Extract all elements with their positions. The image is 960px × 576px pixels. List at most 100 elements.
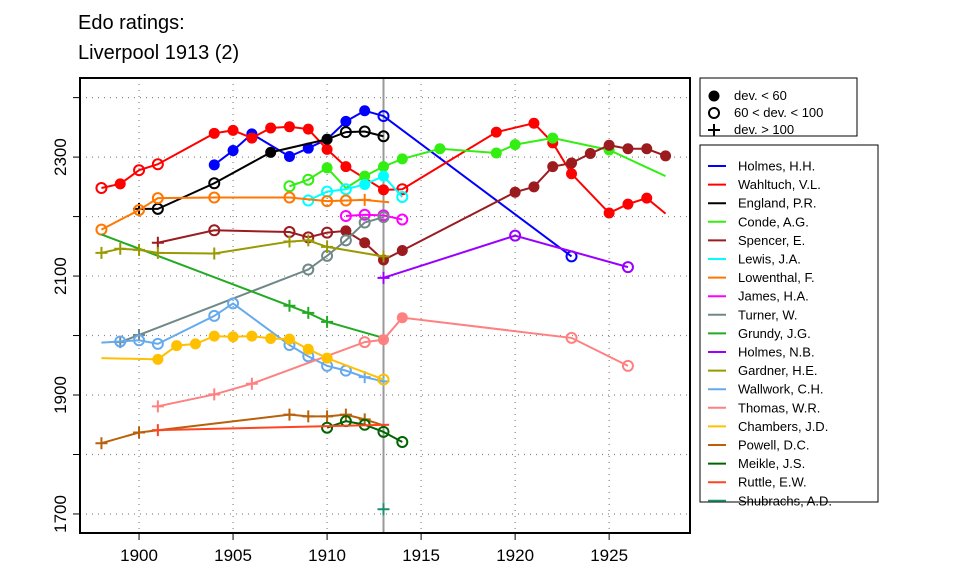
plus-point: [283, 235, 296, 248]
plus-point: [302, 234, 315, 247]
open-point: [208, 309, 221, 322]
filled-point: [359, 170, 371, 182]
plus-point: [95, 437, 108, 450]
series-line: [383, 234, 629, 279]
filled-point: [227, 145, 239, 157]
legend-label: Shubrachs, A.D.: [738, 493, 832, 508]
open-point: [321, 421, 334, 434]
legend-label: Thomas, W.R.: [738, 400, 820, 415]
x-tick-label: 1915: [402, 546, 440, 565]
filled-point: [302, 123, 314, 135]
series-line: [157, 423, 390, 432]
open-point: [339, 194, 352, 207]
plus-point: [358, 193, 371, 206]
open-point: [151, 337, 164, 350]
series-grundy-j-g: [101, 233, 384, 339]
legend-label: Spencer, E.: [738, 233, 805, 248]
open-point: [339, 183, 352, 196]
marker-legend-label: dev. < 60: [734, 88, 787, 103]
plus-point: [283, 299, 296, 312]
open-point: [377, 211, 390, 224]
open-point: [339, 234, 352, 247]
series-conde-a-g: [283, 132, 666, 193]
legend-label: Chambers, J.D.: [738, 419, 828, 434]
open-point: [565, 331, 578, 344]
filled-point: [321, 143, 333, 155]
filled-point: [603, 207, 615, 219]
open-point: [339, 126, 352, 139]
plus-point: [302, 410, 315, 423]
legend-label: Gardner, H.E.: [738, 363, 817, 378]
open-point: [621, 261, 634, 274]
filled-point: [528, 181, 540, 193]
open-point: [114, 335, 127, 348]
open-point: [133, 334, 146, 347]
series-line: [345, 213, 403, 221]
series-line: [139, 130, 384, 210]
series-line: [326, 420, 403, 443]
open-point: [339, 209, 352, 222]
filled-point: [227, 124, 239, 136]
x-tick-label: 1910: [308, 546, 346, 565]
filled-point: [641, 192, 653, 204]
filled-point: [359, 178, 371, 190]
filled-point: [283, 121, 295, 133]
plus-point: [208, 388, 221, 401]
filled-point: [622, 143, 634, 155]
filled-point: [321, 352, 333, 364]
legend-label: James, H.A.: [738, 289, 809, 304]
filled-point: [152, 353, 164, 365]
plus-point: [377, 250, 390, 263]
open-point: [283, 191, 296, 204]
open-point: [95, 182, 108, 195]
open-point: [509, 229, 522, 242]
legend-label: Powell, D.C.: [738, 438, 810, 453]
y-tick-label: 1700: [51, 495, 70, 533]
filled-point: [321, 133, 333, 145]
marker-legend-label: dev. > 100: [734, 122, 794, 137]
x-tick-label: 1920: [496, 546, 534, 565]
filled-point: [377, 184, 389, 196]
legend-label: Meikle, J.S.: [738, 456, 805, 471]
open-point: [133, 204, 146, 217]
y-tick-label: 2300: [51, 138, 70, 176]
filled-point: [509, 186, 521, 198]
filled-point: [641, 143, 653, 155]
open-point: [151, 192, 164, 205]
filled-point: [490, 147, 502, 159]
marker-legend: dev. < 60 60 < dev. < 100 dev. > 100: [699, 77, 858, 137]
filled-point: [396, 244, 408, 256]
chart-title-line-1: Edo ratings:: [78, 12, 185, 34]
legend-label: Lowenthal, F.: [738, 270, 815, 285]
filled-point: [708, 90, 720, 102]
filled-point: [377, 161, 389, 173]
filled-point: [208, 330, 220, 342]
legend-label: Wallwork, C.H.: [738, 382, 823, 397]
series-chambers-j-d: [101, 330, 390, 386]
plus-point: [302, 306, 315, 319]
plus-point: [95, 246, 108, 259]
legend-label: Turner, W.: [738, 307, 797, 322]
filled-point: [265, 146, 277, 158]
series-line: [157, 144, 666, 262]
filled-point: [246, 132, 258, 144]
filled-point: [603, 139, 615, 151]
marker-legend-label: 60 < dev. < 100: [734, 105, 823, 120]
series-wahltuch-v-l: [95, 117, 667, 219]
open-point: [358, 208, 371, 221]
plus-point: [321, 410, 334, 423]
series-layer: [95, 105, 672, 516]
filled-point: [584, 148, 596, 160]
open-point: [151, 158, 164, 171]
filled-point: [171, 340, 183, 352]
plus-point: [283, 408, 296, 421]
filled-point: [227, 331, 239, 343]
legend-label: Grundy, J.G.: [738, 326, 811, 341]
series-line: [213, 109, 573, 258]
filled-point: [509, 139, 521, 151]
series-ruttle-e-w: [151, 423, 390, 437]
plus-point: [321, 240, 334, 253]
open-point: [302, 263, 315, 276]
open-point: [208, 224, 221, 237]
open-point: [621, 359, 634, 372]
